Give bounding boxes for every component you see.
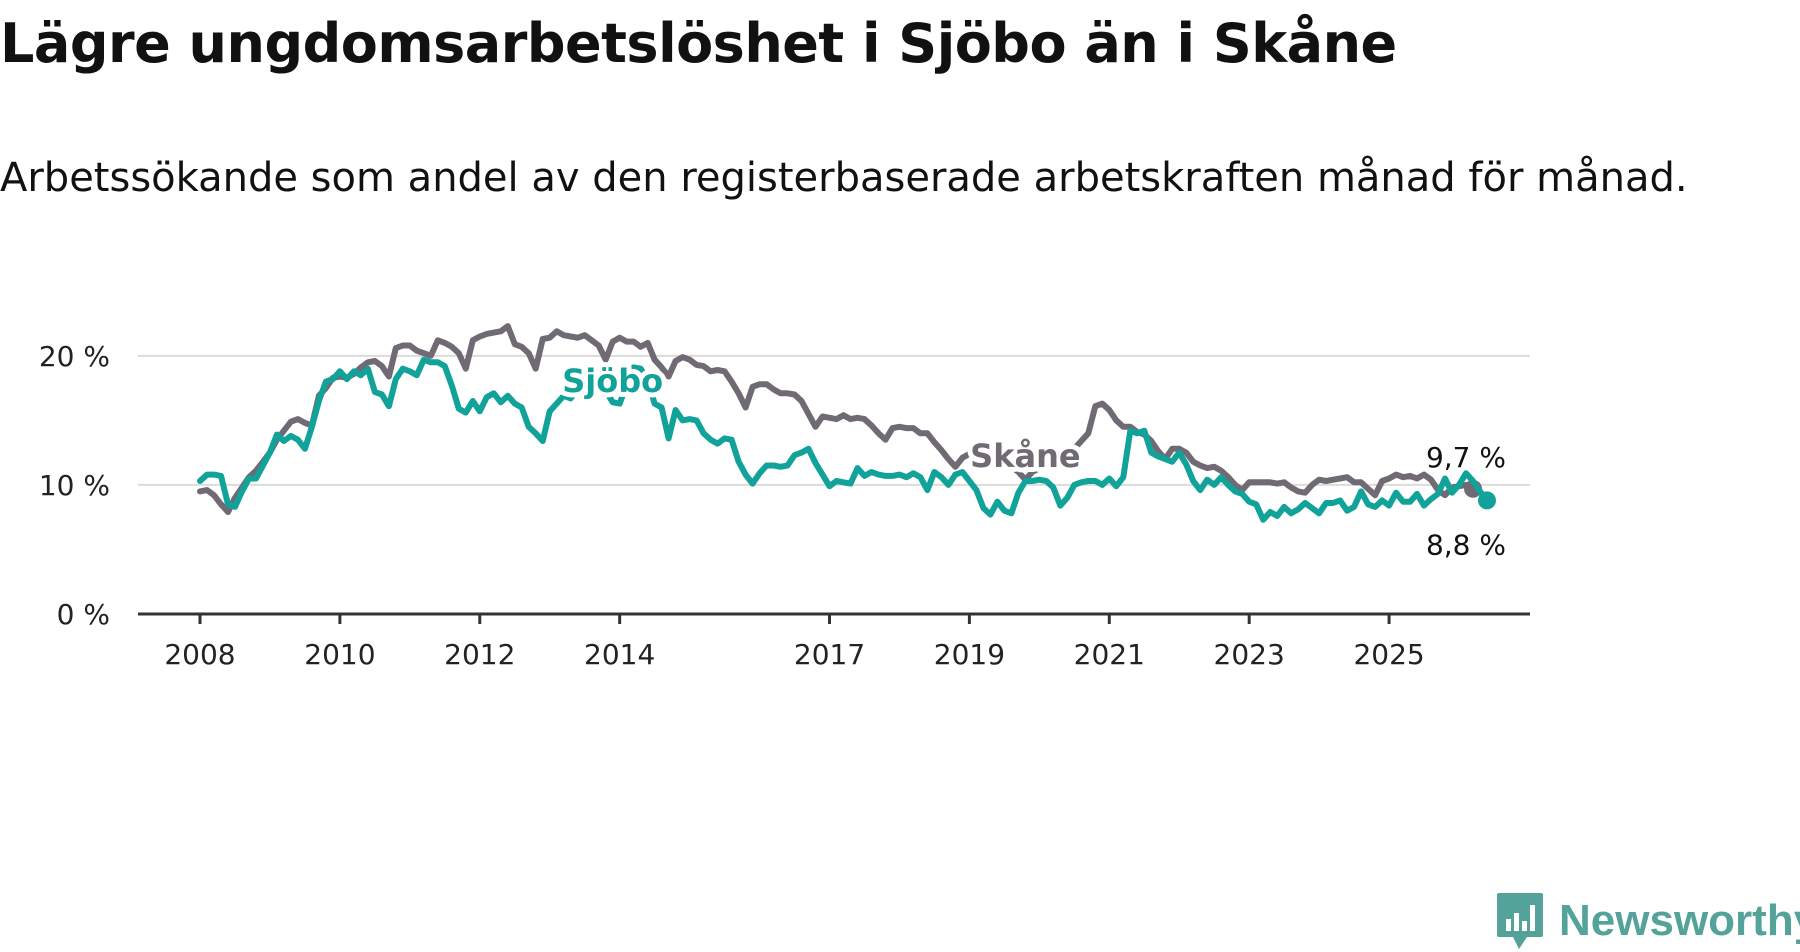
x-tick-label-2019: 2019: [934, 638, 1005, 671]
x-tick-label-2021: 2021: [1074, 638, 1145, 671]
series-line-skane: [197, 323, 1476, 515]
x-tick-label-2025: 2025: [1353, 638, 1424, 671]
series-label-skane: Skåne: [970, 437, 1080, 475]
chart-subtitle: Arbetssökande som andel av den registerb…: [0, 155, 1688, 201]
y-axis-tick-labels: 0 % 10 % 20 %: [39, 340, 110, 631]
series-line-sjobo: [197, 356, 1490, 523]
chart-title: Lägre ungdomsarbetslöshet i Sjöbo än i S…: [0, 12, 1397, 75]
brand-name: Newsworthy: [1559, 896, 1800, 945]
x-tick-label-2012: 2012: [444, 638, 515, 671]
x-axis: 2008 2010 2012 2014 2017 2019 2021 2023 2025: [138, 612, 1530, 671]
x-tick-label-2010: 2010: [304, 638, 375, 671]
x-tick-label-2017: 2017: [794, 638, 865, 671]
end-point-sjobo: [1477, 491, 1496, 510]
x-tick-label-2023: 2023: [1214, 638, 1285, 671]
y-tick-label-10: 10 %: [39, 469, 110, 502]
y-tick-label-20: 20 %: [39, 340, 110, 373]
series-labels: Skåne Sjöbo 9,7 % 8,8 %: [557, 357, 1510, 565]
x-tick-label-2014: 2014: [584, 638, 655, 671]
newsworthy-logo-icon: [1497, 893, 1543, 949]
newsworthy-logo: Newsworthy: [1495, 890, 1800, 952]
end-value-label-sjobo: 8,8 %: [1426, 528, 1506, 561]
y-tick-label-0: 0 %: [57, 598, 110, 631]
end-value-label-skane: 9,7 %: [1426, 441, 1506, 474]
series-label-sjobo: Sjöbo: [562, 362, 663, 400]
x-tick-label-2008: 2008: [164, 638, 235, 671]
series-lines: [197, 323, 1496, 523]
